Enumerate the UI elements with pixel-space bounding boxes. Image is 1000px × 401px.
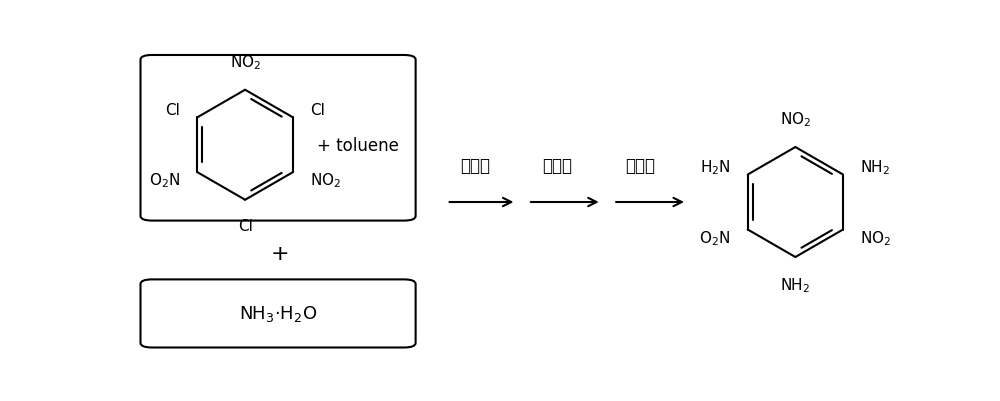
- Text: NO$_2$: NO$_2$: [230, 53, 261, 72]
- Text: O$_2$N: O$_2$N: [699, 228, 731, 247]
- FancyBboxPatch shape: [140, 280, 416, 348]
- Text: +: +: [271, 243, 289, 263]
- Text: 二氧化: 二氧化: [542, 156, 572, 174]
- Text: NH$_2$: NH$_2$: [780, 276, 810, 295]
- Text: Cl: Cl: [238, 219, 253, 234]
- Text: NO$_2$: NO$_2$: [860, 228, 891, 247]
- Text: NH$_3$·H$_2$O: NH$_3$·H$_2$O: [239, 304, 317, 324]
- Text: + toluene: + toluene: [317, 136, 398, 154]
- Text: Cl: Cl: [310, 103, 325, 118]
- Text: NO$_2$: NO$_2$: [310, 171, 341, 190]
- Text: O$_2$N: O$_2$N: [149, 171, 180, 190]
- Text: NO$_2$: NO$_2$: [780, 110, 811, 129]
- Text: 三氧化: 三氧化: [625, 156, 655, 174]
- FancyBboxPatch shape: [140, 56, 416, 221]
- Text: NH$_2$: NH$_2$: [860, 158, 890, 177]
- Text: H$_2$N: H$_2$N: [700, 158, 731, 177]
- Text: Cl: Cl: [166, 103, 180, 118]
- Text: 一氧化: 一氧化: [460, 156, 490, 174]
